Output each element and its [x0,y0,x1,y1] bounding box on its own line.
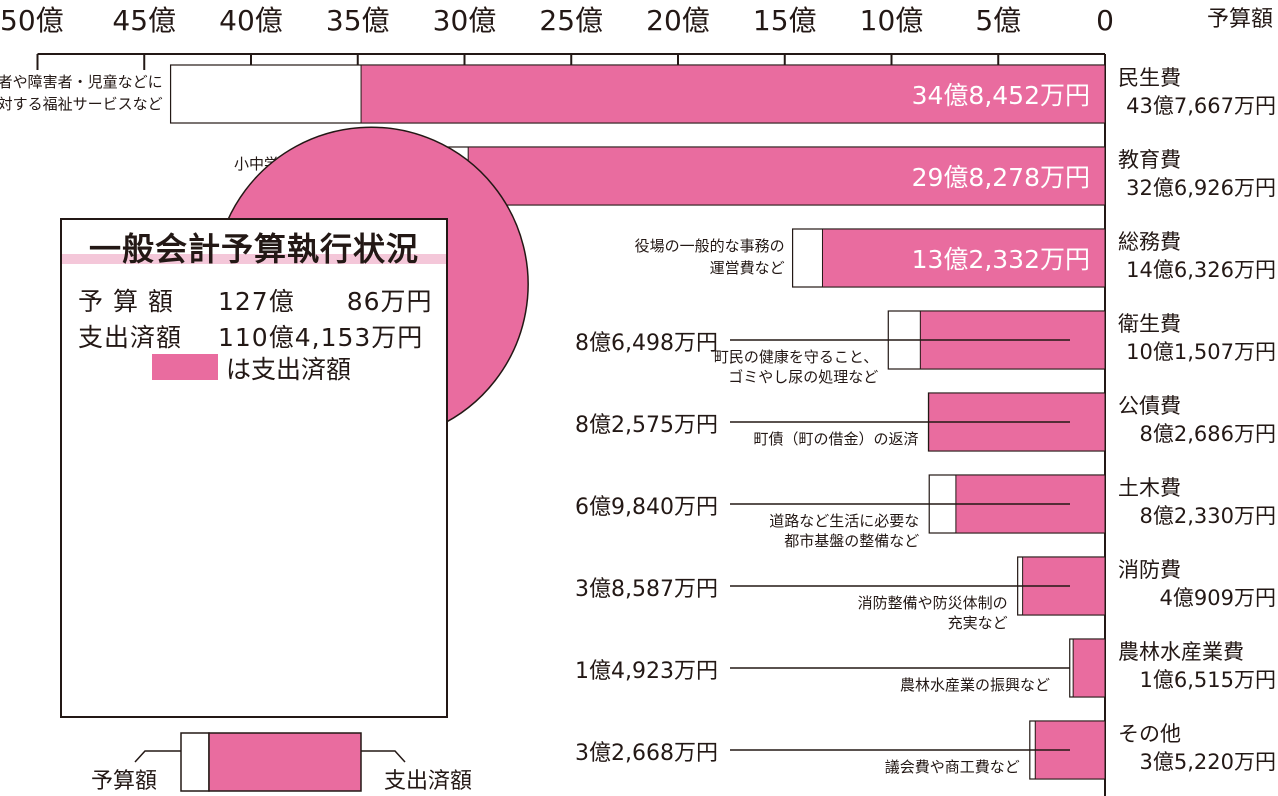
key-spent-pointer [361,750,406,763]
spent-value-label: 6億9,840万円 [575,495,718,520]
budget-value-label: 8億2,330万円 [1140,504,1276,528]
spent-value-label: 34億8,452万円 [912,81,1090,110]
spent-value-label: 3億8,587万円 [575,577,718,602]
budget-value-label: 32億6,926万円 [1126,176,1276,200]
category-name: 教育費 [1118,148,1181,172]
category-name: 消防費 [1118,558,1181,582]
spent-bar [1072,638,1106,698]
description-label: 都市基盤の整備など [784,532,919,550]
category-name: 公債費 [1118,394,1181,418]
budget-value-label: 4億909万円 [1160,586,1276,610]
category-name: その他 [1118,722,1181,746]
description-label: 対する福祉サービスなど [0,95,163,113]
x-tick-label: 50億 [0,4,64,37]
description-label: 高齢者や障害者・児童などに [0,73,163,91]
description-label: 農林水産業の振興など [900,676,1050,694]
key-spent-box [208,732,362,792]
key-spent-label: 支出済額 [384,769,472,794]
category-name: 民生費 [1118,66,1181,90]
budget-value-label: 14億6,326万円 [1126,258,1276,282]
budget-value-label: 8億2,686万円 [1140,422,1276,446]
spent-value-label: 3億2,668万円 [575,741,718,766]
description-label: 議会費や商工費など [885,758,1020,776]
budget-value-label: 1億6,515万円 [1140,668,1276,692]
key-budget-pointer [134,750,181,763]
key-budget-label: 予算額 [91,769,157,794]
spent-value-label: 13億2,332万円 [912,245,1090,274]
spent-value-label: 8億6,498万円 [575,331,718,356]
x-tick-label: 25億 [539,4,603,37]
bar-rows: 民生費 43億7,667万円 34億8,452万円 高齢者や障害者・児童などに対する福… [0,64,1276,780]
x-tick-label: 0 [1096,4,1114,37]
budget-value-label: 43億7,667万円 [1126,94,1276,118]
category-name: 衛生費 [1118,312,1181,336]
description-label: 運営費など [710,259,785,277]
x-tick-label: 30億 [433,4,497,37]
spent-swatch-label: は支出済額 [226,355,352,384]
spent-swatch [152,354,218,380]
budget-value-label: 10億1,507万円 [1126,340,1276,364]
category-name: 農林水産業費 [1118,640,1244,664]
x-tick-label: 15億 [753,4,817,37]
description-label: 町民の健康を守ること、 [714,348,878,366]
bar-legend-key: 予算額 支出済額 [91,732,472,794]
spent-value-label: 1億4,923万円 [575,659,718,684]
spent-bar [821,228,1106,288]
budget-total-value: 127億 86万円 [218,287,433,316]
key-budget-box [180,732,210,792]
description-label: 充実など [948,614,1008,632]
budget-column-header: 予算額 [1207,7,1273,32]
bar-row: 民生費 43億7,667万円 34億8,452万円 高齢者や障害者・児童などに対する福… [0,64,1276,124]
bar-row: 衛生費 10億1,507万円 8億6,498万円町民の健康を守ること、ゴミやし尿の処… [575,310,1276,386]
spent-bar [360,64,1106,124]
budget-value-label: 3億5,220万円 [1140,750,1276,774]
title-highlight [62,254,446,264]
x-tick-label: 5億 [975,4,1021,37]
x-tick-label: 35億 [326,4,390,37]
x-tick-label: 45億 [112,4,176,37]
spent-value-label: 29億8,278万円 [912,163,1090,192]
description-label: 役場の一般的な事務の [635,237,785,255]
spent-total-label: 支出済額 [78,323,183,352]
budget-total-label: 予 算 額 [78,287,174,316]
spent-bar [467,146,1106,206]
summary-box: 一般会計予算執行状況 予 算 額 127億 86万円 支出済額 110億4,15… [60,218,448,718]
category-name: 土木費 [1118,476,1181,500]
category-name: 総務費 [1118,230,1181,254]
spent-total-value: 110億4,153万円 [218,323,424,352]
description-label: 消防整備や防災体制の [858,594,1008,612]
summary-title: 一般会計予算執行状況 [88,230,419,268]
description-label: 道路など生活に必要な [769,512,919,530]
x-tick-label: 10億 [860,4,924,37]
x-tick-label: 40億 [219,4,283,37]
description-label: 町債（町の借金）の返済 [753,430,918,448]
x-tick-label: 20億 [646,4,710,37]
description-label: ゴミやし尿の処理など [728,368,878,386]
spent-value-label: 8億2,575万円 [575,413,718,438]
